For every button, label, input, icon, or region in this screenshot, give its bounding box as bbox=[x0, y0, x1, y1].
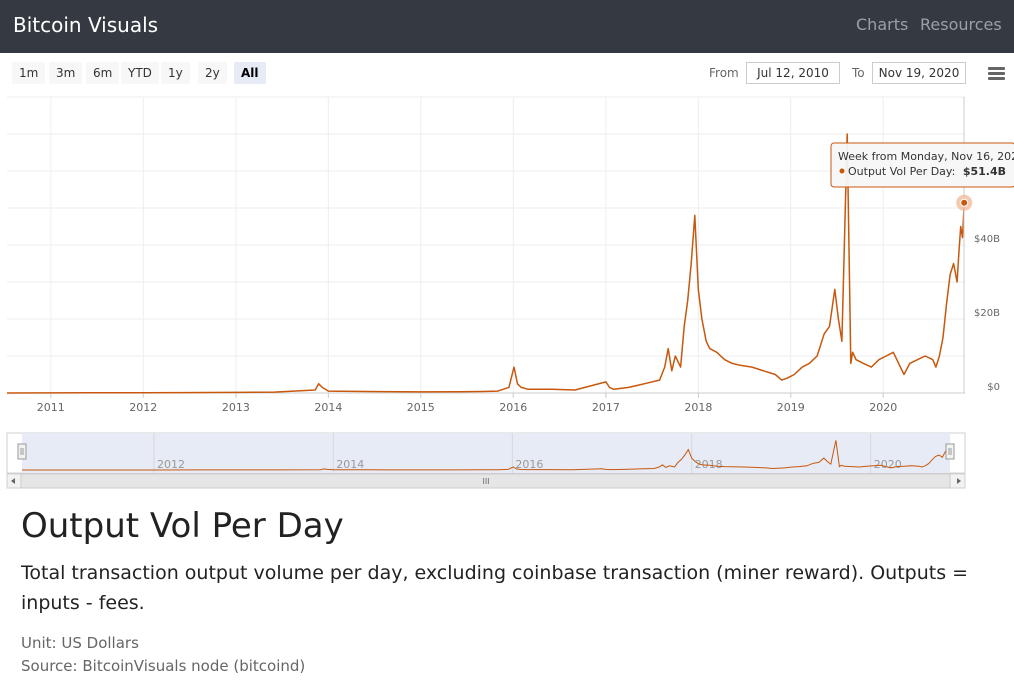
top-navbar: Bitcoin Visuals Charts Resources bbox=[0, 0, 1014, 53]
chart-svg: 2011 2012 2013 2014 2015 2016 2017 2018 2019 2020… bbox=[6, 96, 1014, 489]
series-line-output-vol bbox=[6, 133, 965, 394]
navigator-right-handle[interactable] bbox=[945, 443, 955, 460]
navigator-left-handle[interactable] bbox=[17, 443, 27, 460]
hamburger-menu-icon[interactable] bbox=[988, 67, 1005, 80]
y-tick-label: $40B bbox=[974, 234, 1000, 245]
unit-label: Unit: bbox=[21, 634, 57, 652]
x-tick-label: 2016 bbox=[499, 401, 527, 414]
to-label: To bbox=[852, 66, 865, 80]
nav-link-charts[interactable]: Charts bbox=[856, 15, 909, 34]
range-button-ytd[interactable]: YTD bbox=[121, 62, 159, 84]
tooltip-value: $51.4B bbox=[963, 165, 1006, 178]
range-button-1y[interactable]: 1y bbox=[161, 62, 190, 84]
x-tick-label: 2014 bbox=[314, 401, 342, 414]
range-button-3m[interactable]: 3m bbox=[49, 62, 83, 84]
tooltip-series-marker bbox=[839, 168, 845, 174]
page-description: Total transaction output volume per day,… bbox=[21, 562, 969, 614]
x-tick-label: 2015 bbox=[407, 401, 435, 414]
brand-title[interactable]: Bitcoin Visuals bbox=[13, 13, 159, 37]
unit-value: US Dollars bbox=[61, 634, 139, 652]
scrollbar-grip: III bbox=[482, 477, 489, 486]
svg-text:Output Vol Per Day: $51.: Output Vol Per Day: $51.4B bbox=[848, 165, 1006, 178]
x-tick-label: 2011 bbox=[37, 401, 65, 414]
tooltip: Week from Monday, Nov 16, 2020 Output Vo… bbox=[830, 142, 1014, 188]
to-date-input[interactable]: Nov 19, 2020 bbox=[872, 62, 966, 84]
source-label: Source: bbox=[21, 657, 78, 675]
unit-row: Unit: US Dollars bbox=[21, 634, 139, 652]
grid-layer bbox=[7, 96, 965, 393]
navigator-series-line bbox=[22, 440, 950, 471]
navigator-year-label: 2012 bbox=[157, 458, 185, 471]
x-tick-label: 2012 bbox=[129, 401, 157, 414]
y-tick-label: $20B bbox=[974, 308, 1000, 319]
x-tick-label: 2018 bbox=[684, 401, 712, 414]
range-button-2y[interactable]: 2y bbox=[198, 62, 227, 84]
navigator-year-label: 2018 bbox=[695, 458, 723, 471]
nav-link-resources[interactable]: Resources bbox=[920, 15, 1002, 34]
range-button-all[interactable]: All bbox=[234, 62, 266, 84]
page-title: Output Vol Per Day bbox=[21, 506, 344, 546]
navigator-year-label: 2016 bbox=[515, 458, 543, 471]
from-date-input[interactable]: Jul 12, 2010 bbox=[746, 62, 840, 84]
hover-point[interactable] bbox=[960, 198, 969, 207]
y-axis-ticks: $0 $20B $40B bbox=[974, 234, 1000, 393]
scrollbar-right-arrow-icon[interactable] bbox=[957, 478, 961, 484]
navigator-scrollbar[interactable]: III bbox=[6, 473, 966, 489]
x-tick-label: 2020 bbox=[869, 401, 897, 414]
navigator-year-label: 2014 bbox=[336, 458, 364, 471]
from-label: From bbox=[709, 66, 739, 80]
x-tick-label: 2017 bbox=[592, 401, 620, 414]
range-button-1m[interactable]: 1m bbox=[12, 62, 46, 84]
navigator-year-label: 2020 bbox=[874, 458, 902, 471]
tooltip-series-label: Output Vol Per Day: bbox=[848, 165, 955, 178]
tooltip-header: Week from Monday, Nov 16, 2020 bbox=[838, 150, 1014, 163]
x-axis-ticks: 2011 2012 2013 2014 2015 2016 2017 2018 2019 2020 bbox=[37, 393, 897, 414]
tooltip-background bbox=[830, 142, 1014, 188]
navigator[interactable]: 2012 2014 2016 2018 2020 bbox=[6, 432, 966, 474]
source-value: BitcoinVisuals node (bitcoind) bbox=[82, 657, 306, 675]
source-row: Source: BitcoinVisuals node (bitcoind) bbox=[21, 657, 305, 675]
range-button-6m[interactable]: 6m bbox=[86, 62, 120, 84]
y-tick-label: $0 bbox=[987, 382, 1000, 393]
x-tick-label: 2013 bbox=[222, 401, 250, 414]
scrollbar-thumb[interactable] bbox=[20, 473, 951, 489]
scrollbar-left-arrow-icon[interactable] bbox=[11, 478, 15, 484]
navigator-year-labels: 2012 2014 2016 2018 2020 bbox=[157, 458, 902, 471]
x-tick-label: 2019 bbox=[777, 401, 805, 414]
